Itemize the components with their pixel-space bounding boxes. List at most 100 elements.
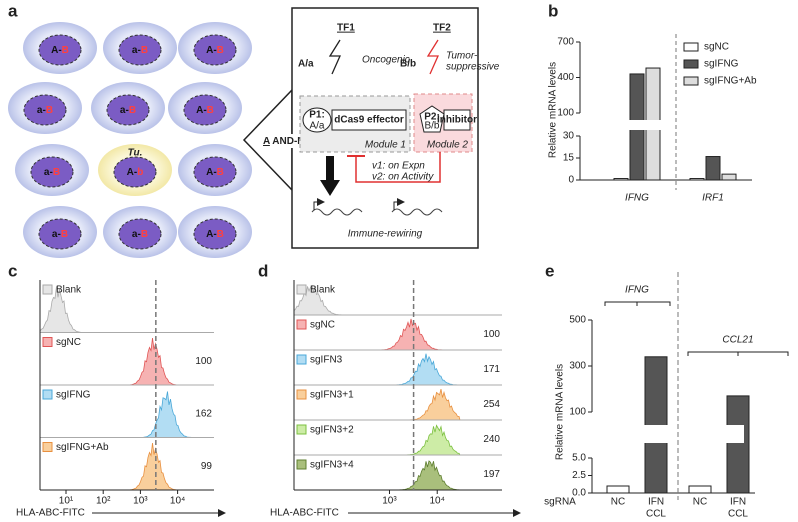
y-tick-label: 100 [557, 108, 574, 119]
tf-allele: A/a [298, 59, 314, 70]
allele-b: B [62, 45, 69, 56]
group-label: CCL21 [722, 335, 753, 346]
mfi-label: 171 [483, 364, 500, 375]
bar [688, 485, 712, 494]
nucleus [118, 34, 162, 66]
y-tick-label: 5.0 [572, 453, 586, 464]
x-tick-label: 10³ [382, 496, 397, 507]
legend-swatch [296, 459, 307, 470]
tss-arrow [313, 198, 325, 210]
signal-bolt [426, 39, 440, 75]
promoter-allele: B/b [424, 121, 439, 132]
allele-a: a- [52, 229, 61, 240]
allele-b: B [53, 167, 60, 178]
cell-genotype: a-B [132, 45, 148, 56]
variant-label: v1: on Expn [372, 161, 425, 172]
tf-role: Tumor- [446, 51, 478, 62]
y-tick-label: 2.5 [572, 470, 586, 481]
row-label: sgIFNG [56, 390, 91, 401]
row-label: Blank [310, 285, 336, 296]
row-label: sgIFN3+2 [310, 425, 354, 436]
activation-arrow [320, 156, 340, 196]
signal-bolt [328, 39, 342, 75]
x-tick-label: 10¹ [59, 496, 74, 507]
x-axis-label: HLA-ABC-FITC [16, 508, 85, 519]
cell-genotype: a-B [44, 167, 60, 178]
row-label: sgIFN3+4 [310, 460, 354, 471]
tf-name: TF1 [337, 23, 355, 34]
cell-genotype: a-B [120, 105, 136, 116]
allele-b: b [137, 167, 143, 178]
mfi-label: 100 [195, 356, 212, 367]
cell-genotype: A-B [206, 229, 224, 240]
allele-b: B [129, 105, 136, 116]
row-label: sgIFN3 [310, 355, 343, 366]
variant-label: v2: on Activity [372, 172, 434, 183]
y-tick-label: 0 [568, 175, 574, 186]
legend-swatch [42, 284, 53, 295]
nucleus [38, 218, 82, 250]
legend-swatch [296, 424, 307, 435]
allele-a: a- [120, 105, 129, 116]
mfi-label: 197 [483, 469, 500, 480]
inhibition-line [355, 152, 441, 183]
tf-role: Oncogenic [362, 55, 410, 66]
tss-arrow [393, 198, 405, 210]
legend-swatch [42, 389, 53, 400]
bracket [687, 351, 789, 356]
y-tick-label: 30 [563, 131, 575, 142]
nucleus [193, 156, 237, 188]
module-label: Module 1 [365, 140, 406, 151]
nucleus [183, 94, 227, 126]
dna [391, 208, 443, 216]
module-label: Module 2 [427, 140, 469, 151]
x-tick-label: IRF1 [702, 193, 724, 204]
legend-swatch [296, 354, 307, 365]
nucleus [118, 218, 162, 250]
promoter [419, 105, 445, 133]
y-axis-label: Relative mRNA levels [555, 364, 566, 460]
allele-b: B [61, 229, 68, 240]
axis-break [584, 425, 744, 443]
mfi-label: 99 [201, 461, 213, 472]
legend-label: sgIFNG [704, 59, 739, 70]
x-axis-label: HLA-ABC-FITC [270, 508, 339, 519]
group-label: IFNG [625, 285, 649, 296]
bar [705, 156, 721, 181]
allele-b: B [217, 167, 224, 178]
cell-genotype: A-B [206, 45, 224, 56]
allele-a: a- [132, 229, 141, 240]
allele-b: B [207, 105, 214, 116]
legend-swatch [683, 76, 699, 86]
tumor-tag: Tu. [128, 148, 143, 159]
mfi-label: 240 [483, 434, 500, 445]
allele-b: B [141, 229, 148, 240]
allele-a: A- [206, 229, 217, 240]
x-tick-label: NC [611, 497, 625, 508]
allele-b: B [141, 45, 148, 56]
x-tick-label: 10⁴ [430, 496, 445, 507]
mfi-label: 100 [483, 329, 500, 340]
row-label: sgIFN3+1 [310, 390, 354, 401]
output-label: Immune-rewiring [348, 229, 423, 240]
x-tick-label: 10³ [133, 496, 148, 507]
allele-b: B [217, 229, 224, 240]
x-tick-label: CCL [728, 509, 748, 520]
x-tick-label: IFN [648, 497, 664, 508]
x-tick-label: NC [693, 497, 707, 508]
promoter-allele: A/a [309, 121, 324, 132]
mfi-label: 162 [195, 409, 212, 420]
y-tick-label: 700 [557, 37, 574, 48]
allele-a: A- [206, 45, 217, 56]
allele-a: a- [132, 45, 141, 56]
bracket [604, 301, 671, 306]
y-axis-label: Relative mRNA levels [548, 62, 559, 158]
allele-a: a- [44, 167, 53, 178]
bar [644, 356, 668, 494]
nucleus [30, 156, 74, 188]
axis-break [572, 120, 752, 130]
gene-label: Inhibitor [437, 115, 477, 126]
allele-a: A- [206, 167, 217, 178]
y-tick-label: 100 [569, 407, 586, 418]
x-tick-label: CCL [646, 509, 666, 520]
